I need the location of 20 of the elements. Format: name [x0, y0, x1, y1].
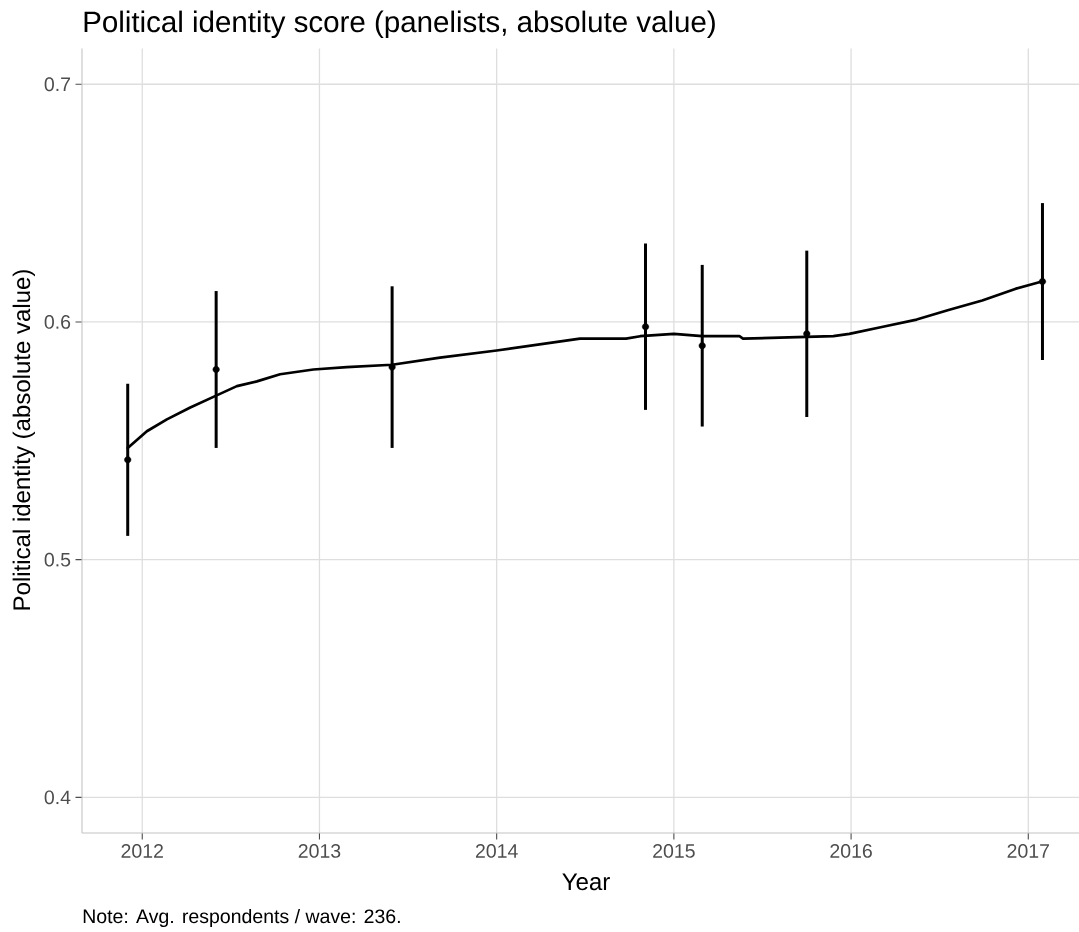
x-tick-label: 2017	[1007, 844, 1049, 858]
x-tick-label: 2015	[653, 844, 695, 858]
x-tick-label: 2016	[830, 844, 872, 858]
y-tick-label: 0.6	[44, 315, 71, 329]
chart-title: Political identity score (panelists, absolute value)	[84, 10, 715, 39]
point	[388, 363, 396, 371]
point	[698, 342, 706, 350]
point	[212, 365, 220, 373]
y-tick-label: 0.4	[44, 790, 71, 805]
y-axis-title: Political identity (absolute value)	[12, 270, 35, 610]
y-tick-label: 0.5	[44, 552, 71, 567]
x-axis-title: Year	[562, 873, 610, 891]
point	[642, 323, 650, 331]
text: Note: Avg. respondents / wave: 236.	[83, 908, 400, 928]
point	[124, 456, 132, 464]
x-tick-label: 2013	[298, 844, 341, 858]
x-tick-label: 2012	[121, 844, 163, 858]
x-tick-label: 2014	[475, 844, 518, 858]
y-tick-label: 0.7	[44, 77, 71, 92]
point	[1038, 278, 1046, 286]
